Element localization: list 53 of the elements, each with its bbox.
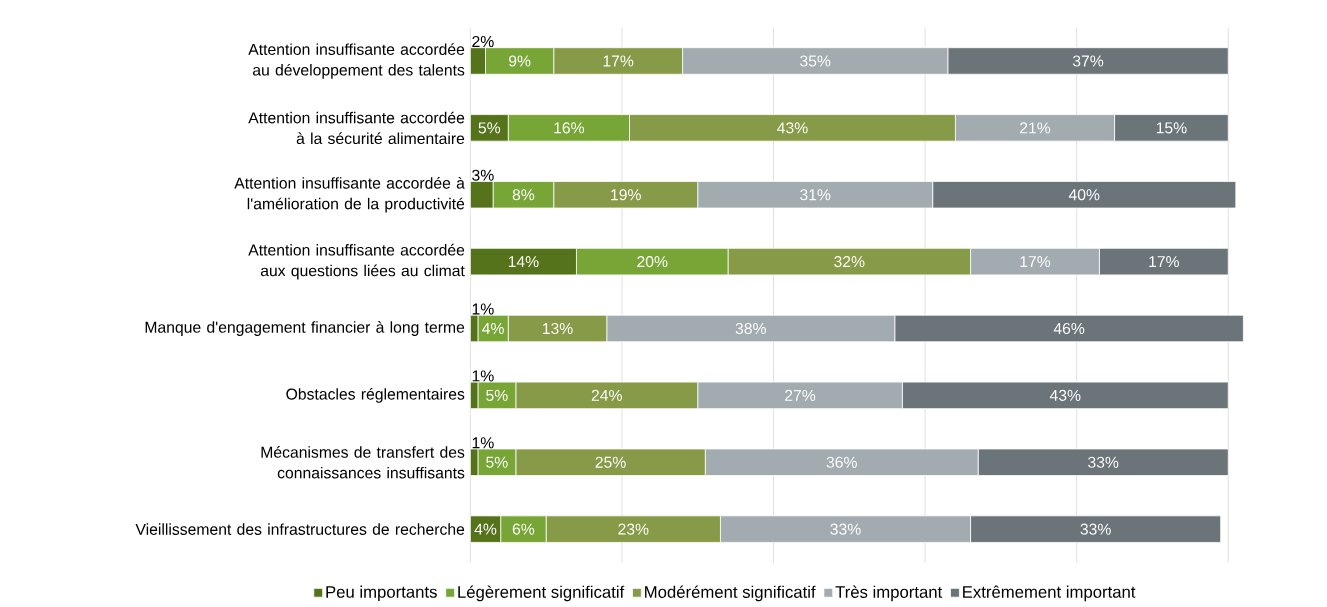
legend-label: Très important [835, 585, 943, 602]
data-label: 31% [800, 189, 831, 201]
data-label: 8% [512, 189, 535, 201]
data-label: 46% [1053, 323, 1085, 335]
legend-label: Légèrement significatif [458, 585, 625, 602]
y-tick-label: Attention insuffisante accordée aux questions liées au climat [248, 243, 465, 280]
legend-label: Extrêmement important [963, 585, 1136, 602]
y-tick-label: Mécanismes de transfert des connaissances insuffisants [261, 446, 465, 479]
data-label: 5% [478, 122, 501, 134]
data-label: 27% [785, 389, 816, 401]
data-label: 23% [618, 523, 649, 535]
data-label: 6% [512, 523, 535, 535]
data-label: 5% [486, 456, 508, 468]
y-tick-label: Vieillissement des infrastructures de recherche [135, 523, 465, 535]
data-label: 14% [508, 256, 539, 268]
y-tick-label: Obstacles réglementaires [286, 388, 465, 403]
data-label: 1% [472, 303, 494, 315]
data-label: 21% [1020, 122, 1051, 134]
y-tick-label: Attention insuffisante accordée à l'amélioration de la productivité [234, 177, 465, 213]
data-label: 36% [826, 456, 857, 468]
data-label: 32% [834, 256, 865, 268]
data-label: 35% [800, 55, 831, 67]
y-tick-label: Attention insuffisante accordée à la sécurité alimentaire [248, 111, 465, 145]
data-label: 4% [482, 323, 504, 335]
data-label: 3% [472, 169, 494, 181]
y-tick-label: Manque d'engagement financier à long terme [145, 321, 465, 337]
data-label: 43% [777, 122, 808, 134]
data-label: 38% [735, 323, 766, 335]
data-label: 17% [1149, 256, 1180, 268]
data-label: 25% [595, 456, 626, 468]
legend-label: Modérément significatif [645, 585, 816, 602]
data-label: 9% [508, 55, 531, 67]
data-label: 17% [1020, 256, 1051, 268]
data-label: 15% [1156, 122, 1187, 134]
data-label: 2% [472, 36, 494, 48]
data-label: 19% [611, 189, 641, 201]
data-label: 5% [486, 389, 508, 401]
data-label: 20% [637, 256, 668, 268]
data-label: 43% [1049, 389, 1081, 402]
data-label: 40% [1068, 189, 1100, 201]
data-label: 17% [603, 55, 634, 67]
data-label: 33% [830, 523, 861, 535]
data-label: 16% [554, 122, 585, 134]
data-label: 1% [472, 437, 494, 449]
y-tick-label: Attention insuffisante accordée au développement des talents [248, 43, 465, 79]
data-label: 4% [474, 523, 497, 535]
data-label: 33% [1080, 523, 1111, 535]
legend-label: Peu importants [326, 585, 437, 602]
data-label: 1% [472, 370, 494, 382]
data-label: 13% [542, 323, 573, 335]
data-label: 24% [591, 389, 622, 401]
data-label: 37% [1072, 55, 1104, 67]
data-label: 33% [1088, 456, 1119, 468]
